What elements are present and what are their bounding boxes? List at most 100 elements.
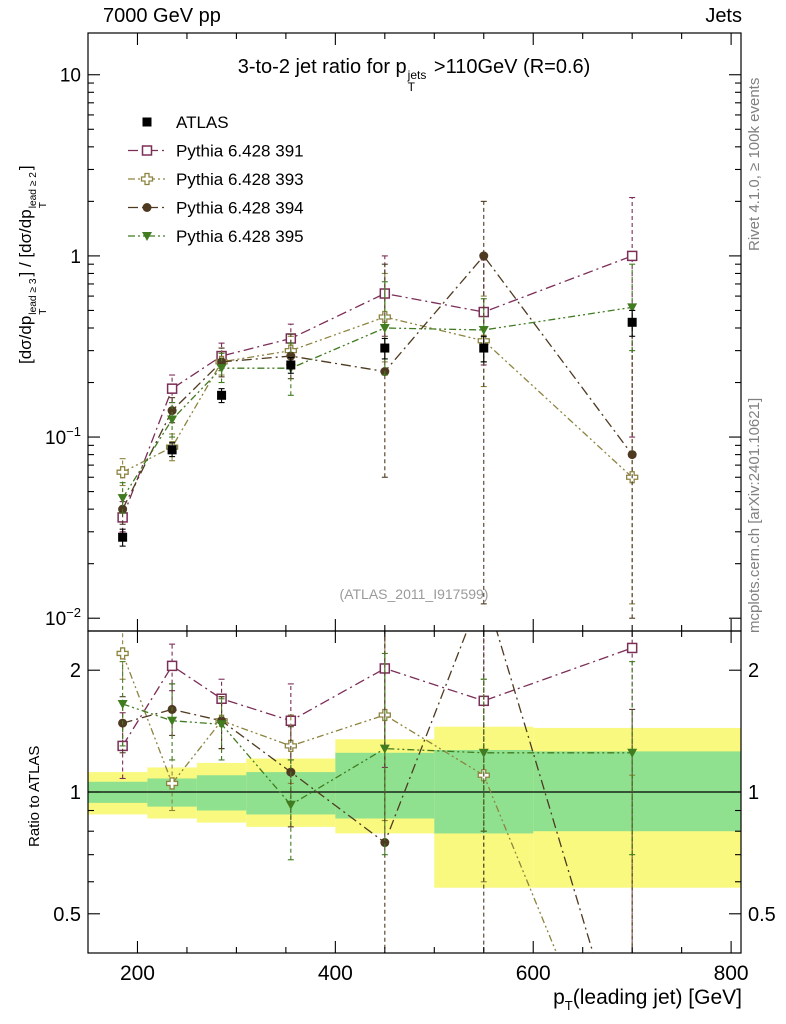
marker-square-filled bbox=[479, 343, 489, 353]
legend-label: ATLAS bbox=[176, 113, 229, 132]
plot-title-suffix: >110GeV (R=0.6) bbox=[428, 56, 591, 78]
marker-circle-filled bbox=[479, 251, 489, 261]
axis-tick-labels: 10 1 10−1 10−2 2 2 1 1 0.5 0.5 200 400 600 800 bbox=[45, 66, 776, 985]
series-main-Pythia-6.428-395 bbox=[117, 263, 638, 514]
marker-triangle-down-filled bbox=[285, 800, 296, 810]
mcplots-note: mcplots.cern.ch [arXiv:2401.10621] bbox=[746, 397, 763, 633]
marker-square-filled bbox=[627, 317, 637, 327]
legend-label: Pythia 6.428 395 bbox=[176, 227, 304, 246]
marker-triangle-down-filled bbox=[478, 748, 489, 758]
x-axis-label: pT(leading jet) [GeV] bbox=[553, 986, 742, 1013]
plot-title: 3-to-2 jet ratio for p jets T >110GeV (R=0… bbox=[238, 56, 591, 93]
series-line bbox=[122, 254, 633, 510]
main-y-tick-label: 10−2 bbox=[45, 605, 81, 630]
plot-title-sub: T bbox=[407, 80, 416, 94]
axis-ticks bbox=[88, 33, 741, 953]
plot-title-prefix: 3-to-2 jet ratio for p bbox=[237, 56, 407, 78]
x-tick-label: 800 bbox=[714, 962, 749, 985]
x-label-rest: (leading jet) [GeV] bbox=[572, 986, 742, 1009]
marker-triangle-down-filled bbox=[167, 716, 178, 726]
watermark-text: (ATLAS_2011_I917599) bbox=[339, 586, 489, 602]
x-label-p: p bbox=[553, 986, 565, 1009]
analysis-group-label: Jets bbox=[705, 5, 742, 27]
marker-square-open bbox=[166, 383, 178, 394]
series-main-Pythia-6.428-393 bbox=[116, 272, 639, 605]
marker-circle-filled bbox=[167, 406, 177, 416]
marker-square-filled bbox=[142, 117, 152, 127]
x-tick-label: 200 bbox=[120, 962, 155, 985]
legend-item: Pythia 6.428 391 bbox=[128, 142, 304, 161]
y-main-p3: ] bbox=[16, 165, 35, 171]
legend-item: Pythia 6.428 395 bbox=[128, 227, 304, 246]
marker-square-filled bbox=[286, 360, 296, 370]
marker-circle-filled bbox=[286, 351, 296, 361]
marker-cross-open bbox=[140, 172, 154, 186]
legend: ATLAS Pythia 6.428 391 Pythia 6.428 393 Pyt… bbox=[128, 113, 304, 246]
marker-square-filled bbox=[118, 532, 128, 542]
marker-square-open bbox=[166, 660, 178, 672]
marker-cross-open bbox=[116, 466, 129, 479]
legend-label: Pythia 6.428 394 bbox=[176, 199, 304, 218]
ratio-panel-content bbox=[88, 631, 741, 953]
series-ratio-Pythia-6.428-395 bbox=[117, 652, 638, 861]
marker-triangle-down-filled bbox=[216, 364, 227, 374]
marker-circle-filled bbox=[380, 838, 390, 848]
series-line bbox=[122, 255, 633, 518]
marker-square-open bbox=[141, 145, 153, 156]
y-main-sub1: T bbox=[38, 308, 50, 315]
ratio-y-tick-label: 2 bbox=[70, 660, 81, 682]
marker-square-open bbox=[626, 250, 638, 262]
main-y-axis-label: [dσ/dp lead ≥ 3 T] / [dσ/dp lead ≥ 2 T] bbox=[16, 165, 50, 364]
plot-title-sup: jets bbox=[407, 68, 427, 82]
legend-label: Pythia 6.428 391 bbox=[176, 142, 304, 161]
legend-item: ATLAS bbox=[142, 113, 229, 132]
legend-label: Pythia 6.428 393 bbox=[176, 170, 304, 189]
series-main-ATLAS bbox=[118, 309, 637, 547]
series-main-Pythia-6.428-391 bbox=[117, 196, 638, 533]
x-label-sub: T bbox=[564, 997, 573, 1013]
main-y-tick-label: 1 bbox=[70, 247, 81, 268]
ratio-y-axis-label: Ratio to ATLAS bbox=[26, 745, 43, 847]
marker-square-filled bbox=[167, 445, 177, 455]
y-main-sub2: T bbox=[38, 202, 50, 209]
legend-item: Pythia 6.428 394 bbox=[128, 199, 304, 218]
ratio-y-tick-label: 1 bbox=[70, 782, 81, 804]
marker-triangle-down-filled bbox=[379, 323, 390, 333]
y-main-p2: ] / [dσ/dp bbox=[16, 209, 35, 277]
main-panel-content bbox=[116, 196, 639, 619]
marker-square-filled bbox=[217, 390, 227, 400]
marker-square-open bbox=[626, 642, 638, 654]
ratio-y-tick-label: 0.5 bbox=[53, 904, 81, 926]
uncertainty-band-green bbox=[533, 751, 741, 832]
legend-item: Pythia 6.428 393 bbox=[128, 170, 304, 189]
marker-circle-filled bbox=[142, 203, 152, 212]
marker-triangle-down-filled bbox=[117, 494, 128, 504]
marker-cross-open bbox=[165, 777, 179, 790]
series-line bbox=[122, 306, 633, 499]
rivet-version-note: Rivet 4.1.0, ≥ 100k events bbox=[746, 77, 763, 251]
marker-triangle-down-filled bbox=[167, 415, 178, 425]
main-y-tick-label: 10−1 bbox=[45, 424, 81, 449]
marker-triangle-down-filled bbox=[117, 700, 128, 710]
main-y-tick-label: 10 bbox=[60, 66, 81, 87]
marker-triangle-down-filled bbox=[379, 744, 390, 754]
marker-cross-open bbox=[116, 647, 129, 660]
ratio-y-tick-label-right: 1 bbox=[748, 782, 759, 804]
marker-circle-filled bbox=[118, 504, 128, 514]
marker-triangle-down-filled bbox=[142, 232, 152, 241]
marker-circle-filled bbox=[217, 357, 227, 367]
series-main-Pythia-6.428-394 bbox=[118, 200, 637, 619]
series-line bbox=[122, 316, 633, 478]
uncertainty-band-green bbox=[196, 775, 247, 811]
x-tick-label: 400 bbox=[318, 962, 353, 985]
marker-triangle-down-filled bbox=[627, 303, 638, 313]
plot-title-subsup: jets T bbox=[408, 69, 427, 93]
ratio-y-tick-label-right: 0.5 bbox=[748, 904, 776, 926]
marker-circle-filled bbox=[627, 450, 637, 460]
beam-energy-label: 7000 GeV pp bbox=[103, 5, 221, 27]
marker-square-filled bbox=[380, 343, 390, 353]
